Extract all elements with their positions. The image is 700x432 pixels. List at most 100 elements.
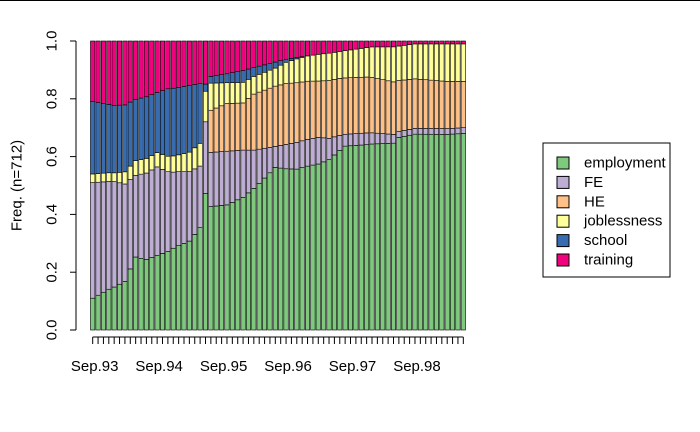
bar-segment-training — [374, 40, 380, 48]
bar-segment-FE — [143, 172, 149, 260]
bar-segment-joblessness — [213, 82, 219, 109]
bar-segment-training — [396, 40, 402, 47]
bar-segment-employment — [326, 159, 332, 331]
y-tick-label: 0.6 — [44, 146, 61, 167]
bar-segment-joblessness — [390, 46, 396, 83]
bar-segment-FE — [272, 146, 278, 168]
bar-segment-HE — [305, 80, 311, 140]
bar-segment-school — [262, 64, 268, 73]
bar-segment-FE — [450, 127, 456, 135]
bar-segment-employment — [117, 283, 123, 331]
bar-segment-employment — [412, 133, 418, 331]
bar-segment-joblessness — [208, 82, 214, 111]
bar-segment-training — [460, 40, 466, 45]
bar-segment-training — [262, 40, 268, 66]
bar-segment-training — [455, 40, 461, 45]
bar-segment-FE — [358, 132, 364, 146]
bar-segment-training — [369, 40, 375, 48]
bar-segment-FE — [455, 127, 461, 135]
bar-segment-school — [149, 94, 155, 156]
bar-segment-FE — [310, 138, 316, 166]
bar-segment-employment — [288, 168, 294, 331]
bar-segment-FE — [138, 173, 144, 259]
bar-segment-joblessness — [444, 43, 450, 82]
bar-segment-FE — [240, 149, 246, 198]
bar-segment-FE — [331, 136, 337, 156]
bar-segment-employment — [111, 286, 117, 331]
bar-segment-FE — [176, 171, 182, 246]
bar-segment-HE — [428, 79, 434, 129]
bar-segment-employment — [299, 167, 305, 331]
bar-segment-school — [256, 65, 262, 75]
bar-segment-training — [417, 40, 423, 45]
bar-segment-joblessness — [417, 43, 423, 80]
bar-segment-school — [143, 96, 149, 159]
legend-label-joblessness: joblessness — [583, 213, 662, 230]
bar-segment-joblessness — [176, 154, 182, 172]
bar-segment-joblessness — [401, 45, 407, 81]
bar-segment-HE — [272, 85, 278, 147]
bar-segment-employment — [337, 150, 343, 331]
bar-segment-HE — [256, 91, 262, 150]
bar-segment-training — [321, 40, 327, 55]
bar-segment-employment — [106, 288, 112, 331]
bar-segment-joblessness — [235, 82, 241, 104]
bar-segment-employment — [100, 291, 106, 331]
bar-segment-FE — [396, 131, 402, 138]
bar-segment-HE — [294, 82, 300, 143]
bar-segment-joblessness — [315, 54, 321, 82]
bar-segment-joblessness — [364, 47, 370, 78]
bar-segment-FE — [122, 183, 128, 282]
bar-segment-HE — [401, 79, 407, 131]
bar-segment-HE — [326, 80, 332, 139]
bar-segment-school — [267, 63, 273, 71]
bar-segment-FE — [154, 166, 160, 256]
bar-segment-joblessness — [165, 155, 171, 172]
bar-segment-joblessness — [138, 159, 144, 175]
bar-segment-HE — [342, 77, 348, 135]
bar-segment-training — [213, 40, 219, 76]
bar-segment-joblessness — [186, 151, 192, 172]
bar-segment-FE — [439, 128, 445, 135]
bar-segment-joblessness — [439, 43, 445, 82]
bar-segment-training — [380, 40, 386, 48]
bar-segment-employment — [240, 197, 246, 331]
bar-segment-training — [267, 40, 273, 64]
bar-segment-joblessness — [219, 82, 225, 107]
bar-segment-school — [235, 71, 241, 83]
bar-segment-school — [170, 87, 176, 157]
bar-segment-FE — [288, 143, 294, 170]
bar-segment-training — [315, 40, 321, 55]
bar-segment-employment — [95, 294, 101, 331]
bar-segment-FE — [197, 165, 203, 228]
bar-segment-joblessness — [133, 160, 139, 176]
bar-segment-employment — [342, 145, 348, 331]
bar-segment-FE — [369, 132, 375, 145]
bar-segment-FE — [460, 127, 466, 134]
bar-segment-joblessness — [278, 64, 284, 86]
bar-segment-joblessness — [321, 53, 327, 82]
bar-segment-training — [154, 40, 160, 93]
bar-segment-HE — [412, 78, 418, 129]
bar-segment-joblessness — [428, 43, 434, 81]
bar-segment-joblessness — [305, 55, 311, 82]
bar-segment-employment — [181, 243, 187, 331]
bar-segment-joblessness — [229, 82, 235, 104]
bar-segment-employment — [369, 143, 375, 331]
bar-segment-employment — [364, 144, 370, 331]
bar-segment-training — [401, 40, 407, 46]
bar-segment-training — [272, 40, 278, 63]
bar-segment-HE — [283, 83, 289, 145]
bar-segment-school — [138, 97, 144, 160]
bar-segment-FE — [202, 121, 208, 194]
bar-segment-HE — [331, 79, 337, 138]
bar-segment-joblessness — [267, 69, 273, 89]
bar-segment-joblessness — [380, 46, 386, 80]
bar-segment-training — [444, 40, 450, 45]
bar-segment-training — [245, 40, 251, 70]
bar-segment-school — [245, 68, 251, 80]
bar-segment-training — [240, 40, 246, 71]
bar-segment-FE — [235, 150, 241, 201]
bar-segment-joblessness — [192, 147, 198, 170]
bar-segment-joblessness — [117, 172, 123, 184]
